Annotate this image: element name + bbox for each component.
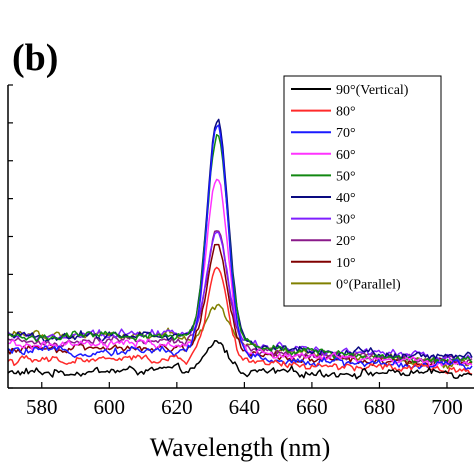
panel-label: (b) xyxy=(12,37,58,79)
x-tick-label: 660 xyxy=(296,395,328,419)
legend: 90°(Vertical) 80° 70° 60° 50° 40° 30° 20° 10° 0°(… xyxy=(283,75,442,307)
legend-entry-label: 90°(Vertical) xyxy=(336,83,409,98)
x-tick-label: 580 xyxy=(26,395,58,419)
y-axis-ticks xyxy=(8,84,13,389)
x-tick-label: 700 xyxy=(431,395,463,419)
legend-entry-label: 20° xyxy=(336,234,356,249)
legend-box xyxy=(283,75,442,307)
series-line xyxy=(7,266,473,375)
legend-entry-label: 40° xyxy=(336,191,356,206)
x-tick-label: 620 xyxy=(161,395,193,419)
x-axis-title: Wavelength (nm) xyxy=(150,433,331,462)
x-axis-ticks: 580 600 620 640 660 680 700 xyxy=(26,382,463,419)
legend-entry-label: 50° xyxy=(336,169,356,184)
legend-entry-label: 70° xyxy=(336,126,356,141)
series-line xyxy=(7,340,473,380)
legend-entry-label: 30° xyxy=(336,213,356,228)
x-tick-label: 640 xyxy=(229,395,261,419)
series-layer xyxy=(7,118,473,380)
series-line xyxy=(7,133,473,364)
x-tick-label: 680 xyxy=(364,395,396,419)
x-tick-label: 600 xyxy=(94,395,126,419)
legend-entry-label: 60° xyxy=(336,148,356,163)
legend-entry-label: 80° xyxy=(336,105,356,120)
series-line xyxy=(7,124,473,371)
legend-entry-label: 0°(Parallel) xyxy=(336,277,401,292)
legend-entry-label: 10° xyxy=(336,256,356,271)
